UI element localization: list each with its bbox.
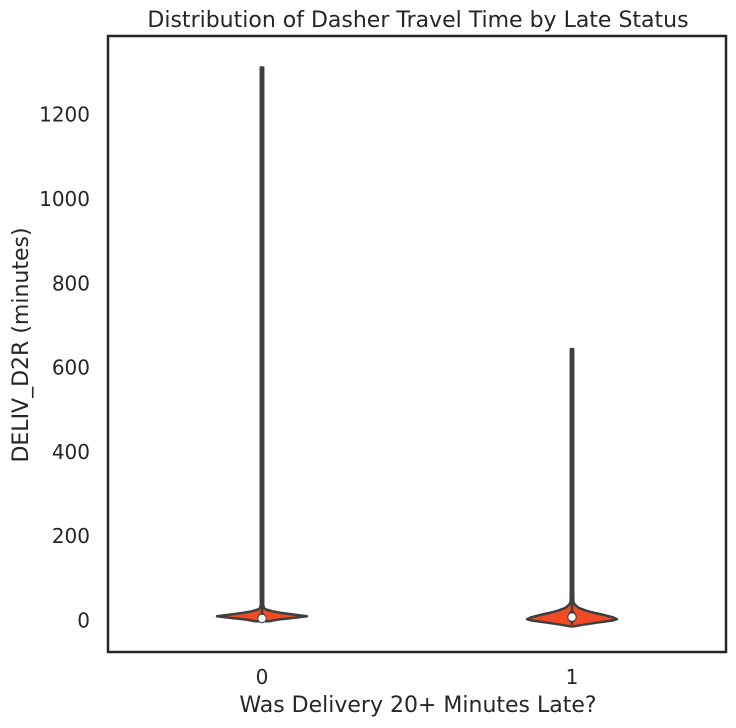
y-tick-label: 1000 [39,187,90,211]
y-tick-label: 600 [52,356,90,380]
y-tick-label: 200 [52,524,90,548]
violin-0 [215,66,309,624]
plot-frame [106,34,728,654]
violin-median-marker [567,612,577,622]
chart-title: Distribution of Dasher Travel Time by La… [147,8,688,33]
y-axis-ticks: 0 200 400 600 800 1000 1200 [39,103,90,633]
violin-median-marker [257,613,267,624]
y-tick-label: 400 [52,440,90,464]
y-tick-label: 0 [77,609,90,633]
x-tick-label: 1 [566,665,579,689]
y-tick-label: 800 [52,271,90,295]
x-axis-label: Was Delivery 20+ Minutes Late? [239,693,596,718]
x-tick-label: 0 [256,665,269,689]
y-tick-label: 1200 [39,103,90,127]
violins-group [215,66,619,628]
violin-1 [525,347,619,628]
y-axis-label: DELIV_D2R (minutes) [9,227,34,462]
